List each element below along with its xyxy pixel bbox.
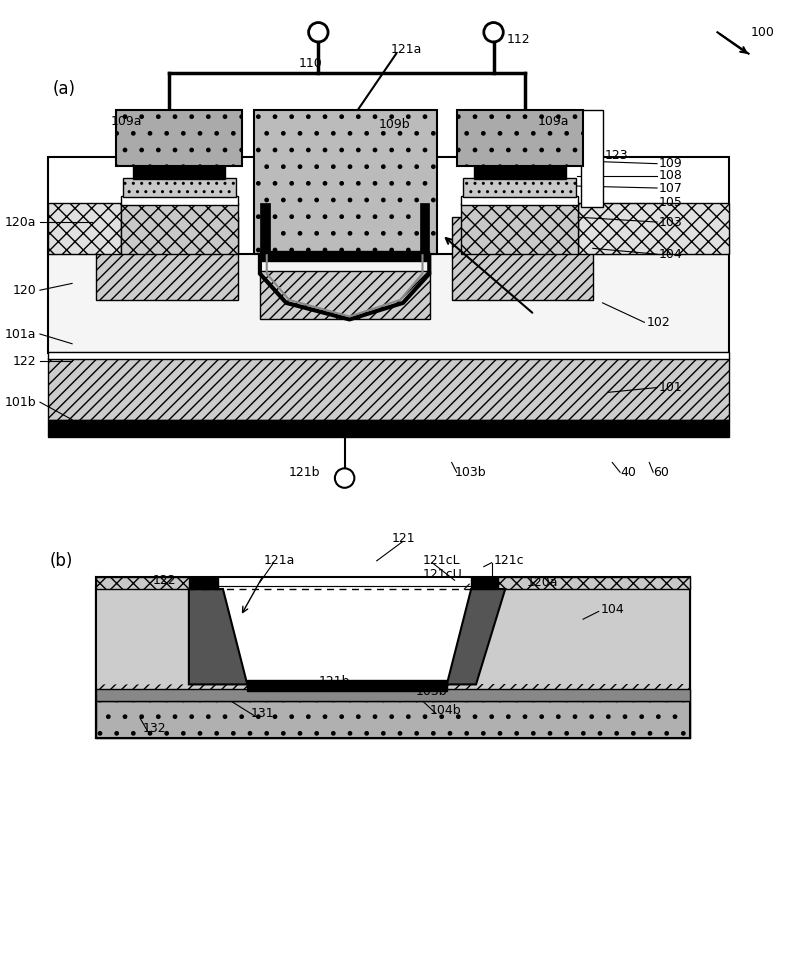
Bar (48, 157, 729, 255)
Bar (121, 203, 238, 255)
Text: 105: 105 (659, 196, 683, 209)
Text: 101b: 101b (5, 396, 36, 408)
Bar (581, 111, 602, 208)
Text: 120a: 120a (5, 215, 36, 229)
Text: 100: 100 (750, 26, 774, 38)
Text: 103b: 103b (416, 685, 447, 698)
Text: 109a: 109a (538, 115, 569, 129)
Text: 122: 122 (13, 355, 36, 368)
Text: 121cU: 121cU (422, 568, 462, 581)
Text: 112: 112 (507, 33, 530, 45)
Text: 101: 101 (659, 382, 682, 394)
Bar (260, 203, 270, 255)
Bar (260, 251, 430, 261)
Bar (116, 111, 242, 165)
Bar (474, 163, 566, 180)
Text: 121a: 121a (390, 43, 422, 57)
Bar (254, 111, 437, 255)
Text: 108: 108 (659, 169, 683, 182)
Text: 102: 102 (646, 316, 670, 329)
Text: 121cL: 121cL (422, 554, 460, 567)
Bar (471, 578, 498, 589)
Polygon shape (447, 589, 506, 684)
Bar (97, 578, 194, 589)
Bar (247, 679, 447, 691)
Text: 122: 122 (153, 574, 177, 587)
Polygon shape (189, 587, 506, 684)
Polygon shape (476, 587, 690, 684)
Text: 121: 121 (391, 532, 415, 545)
Bar (462, 203, 578, 255)
Text: 109a: 109a (111, 115, 142, 129)
Text: 40: 40 (620, 466, 636, 479)
Text: 103: 103 (471, 576, 495, 589)
Text: 120a: 120a (526, 576, 558, 589)
Text: 101a: 101a (5, 328, 36, 340)
Bar (452, 217, 593, 300)
Text: 109: 109 (659, 158, 682, 170)
Text: 121a: 121a (264, 554, 295, 567)
Text: 104b: 104b (430, 704, 461, 717)
Text: 123: 123 (605, 149, 628, 162)
Text: 109b: 109b (378, 118, 410, 132)
Bar (578, 203, 729, 255)
Bar (463, 179, 576, 197)
Bar (457, 111, 583, 165)
Text: 121b: 121b (289, 466, 321, 479)
Text: 120: 120 (12, 283, 36, 297)
Bar (189, 578, 218, 589)
Bar (260, 271, 430, 319)
Text: 103b: 103b (454, 466, 486, 479)
Bar (48, 358, 729, 420)
Bar (97, 587, 690, 738)
Bar (419, 203, 430, 255)
Polygon shape (97, 587, 214, 684)
Bar (48, 352, 729, 359)
Text: 132: 132 (143, 722, 166, 735)
Bar (97, 701, 690, 738)
Bar (97, 587, 194, 684)
Text: 131: 131 (250, 707, 274, 720)
Bar (122, 179, 235, 197)
Text: 121c: 121c (494, 554, 524, 567)
Text: 103: 103 (659, 215, 682, 229)
Text: 104: 104 (659, 248, 682, 260)
Bar (134, 163, 225, 180)
Text: (b): (b) (50, 552, 73, 570)
Text: 111: 111 (693, 427, 717, 440)
Bar (121, 196, 238, 205)
Bar (97, 217, 238, 300)
Bar (495, 587, 690, 684)
Text: 104: 104 (601, 603, 624, 616)
Bar (48, 203, 121, 255)
Text: 121b: 121b (318, 675, 350, 688)
Text: 60: 60 (653, 466, 669, 479)
Polygon shape (189, 589, 247, 684)
Text: 107: 107 (659, 182, 683, 194)
Bar (462, 196, 578, 205)
Bar (48, 251, 729, 354)
Text: (a): (a) (53, 80, 76, 98)
Bar (48, 420, 729, 437)
Bar (495, 578, 690, 589)
Text: 110: 110 (298, 57, 322, 70)
Bar (97, 689, 690, 701)
Polygon shape (97, 587, 690, 738)
